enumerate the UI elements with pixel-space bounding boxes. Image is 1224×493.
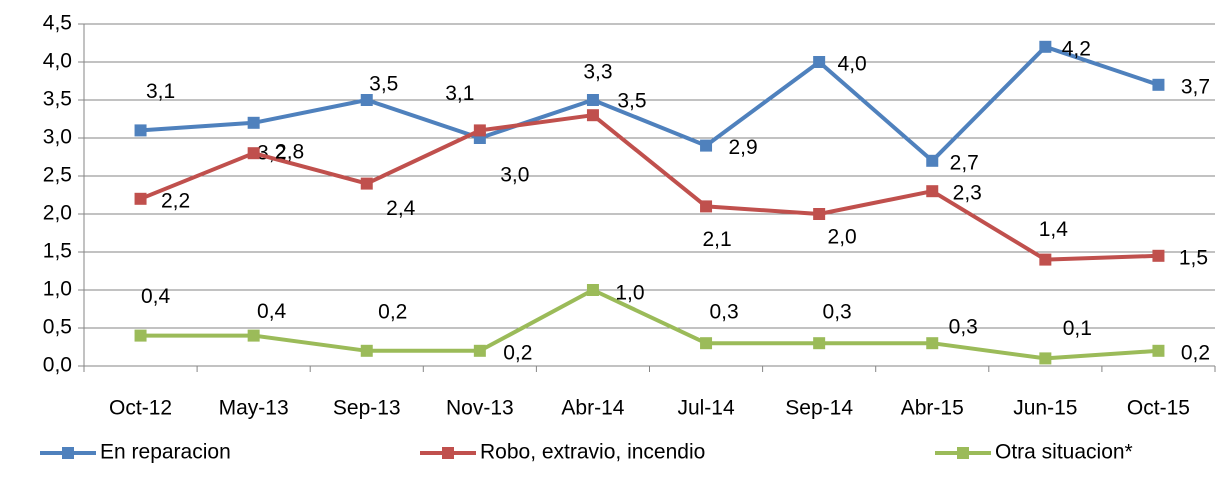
data-label: 2,8 [275, 141, 304, 164]
marker [360, 344, 373, 357]
marker [700, 139, 713, 152]
x-tick-label: Jun-15 [1013, 397, 1077, 420]
data-label: 0,3 [823, 301, 852, 324]
marker [926, 154, 939, 167]
x-tick-label: Abr-15 [901, 397, 964, 420]
marker [700, 337, 713, 350]
marker [700, 200, 713, 213]
legend-marker [442, 447, 454, 459]
data-label: 0,2 [503, 341, 532, 364]
marker [813, 337, 826, 350]
marker [1152, 344, 1165, 357]
data-label: 0,4 [141, 285, 171, 308]
data-label: 3,5 [617, 90, 646, 113]
y-tick-label: 0,0 [43, 354, 72, 377]
data-label: 0,2 [1181, 341, 1210, 364]
data-label: 1,5 [1179, 246, 1208, 269]
data-label: 3,0 [500, 164, 529, 187]
legend-marker [957, 447, 969, 459]
series-line [139, 113, 1159, 262]
x-tick-label: Sep-13 [333, 397, 401, 420]
marker [1152, 78, 1165, 91]
data-label: 2,3 [953, 182, 982, 205]
y-tick-label: 4,5 [43, 12, 72, 35]
marker [1152, 249, 1165, 262]
data-label: 3,7 [1181, 75, 1210, 98]
y-tick-label: 4,0 [43, 50, 72, 73]
marker [1039, 253, 1052, 266]
marker [473, 124, 486, 137]
data-label: 4,2 [1062, 37, 1091, 60]
y-tick-label: 0,5 [43, 316, 72, 339]
data-label: 0,4 [257, 300, 287, 323]
marker [813, 56, 826, 68]
data-label: 2,1 [702, 228, 731, 251]
y-tick-label: 1,0 [43, 278, 72, 301]
marker [134, 124, 147, 137]
legend-label: Otra situacion* [995, 441, 1133, 464]
data-label: 0,3 [709, 301, 738, 324]
y-tick-label: 2,5 [43, 164, 72, 187]
x-tick-label: Nov-13 [446, 397, 514, 420]
marker [926, 185, 939, 198]
series-line [140, 288, 1159, 361]
data-label: 0,1 [1063, 317, 1092, 340]
y-tick-label: 3,5 [43, 88, 72, 111]
marker [134, 192, 147, 205]
marker [473, 344, 486, 357]
marker [586, 94, 599, 106]
data-label: 2,7 [950, 151, 979, 174]
legend-marker [62, 447, 74, 459]
x-tick-label: Oct-15 [1127, 397, 1190, 420]
marker [247, 147, 260, 160]
marker [360, 177, 373, 190]
marker [586, 109, 599, 122]
data-label: 2,2 [161, 189, 190, 212]
x-tick-label: Sep-14 [785, 397, 853, 420]
data-label: 3,1 [445, 82, 474, 105]
data-label: 2,0 [828, 226, 857, 249]
marker [134, 329, 147, 342]
x-tick-label: Abr-14 [561, 397, 624, 420]
x-tick-label: May-13 [219, 397, 289, 420]
data-label: 2,4 [386, 197, 416, 220]
legend-label: En reparacion [100, 441, 231, 464]
marker [247, 116, 260, 129]
marker [1039, 352, 1052, 365]
marker [586, 284, 599, 296]
marker [247, 329, 260, 342]
marker [360, 94, 373, 106]
data-label: 3,1 [146, 80, 175, 103]
series-line [140, 44, 1160, 163]
data-label: 0,2 [378, 300, 407, 323]
marker [926, 337, 939, 350]
y-tick-label: 1,5 [43, 240, 72, 263]
legend-label: Robo, extravio, incendio [480, 441, 705, 464]
x-tick-label: Oct-12 [109, 397, 172, 420]
x-tick-label: Jul-14 [677, 397, 735, 420]
marker [1039, 40, 1052, 53]
y-tick-label: 3,0 [43, 126, 72, 149]
data-label: 3,5 [369, 73, 398, 96]
data-label: 1,4 [1039, 218, 1069, 241]
data-label: 3,3 [583, 61, 612, 84]
y-tick-label: 2,0 [43, 202, 72, 225]
data-label: 4,0 [838, 53, 867, 76]
data-label: 2,9 [728, 136, 757, 159]
data-label: 0,3 [949, 316, 978, 339]
marker [813, 208, 826, 220]
data-label: 1,0 [615, 282, 644, 305]
